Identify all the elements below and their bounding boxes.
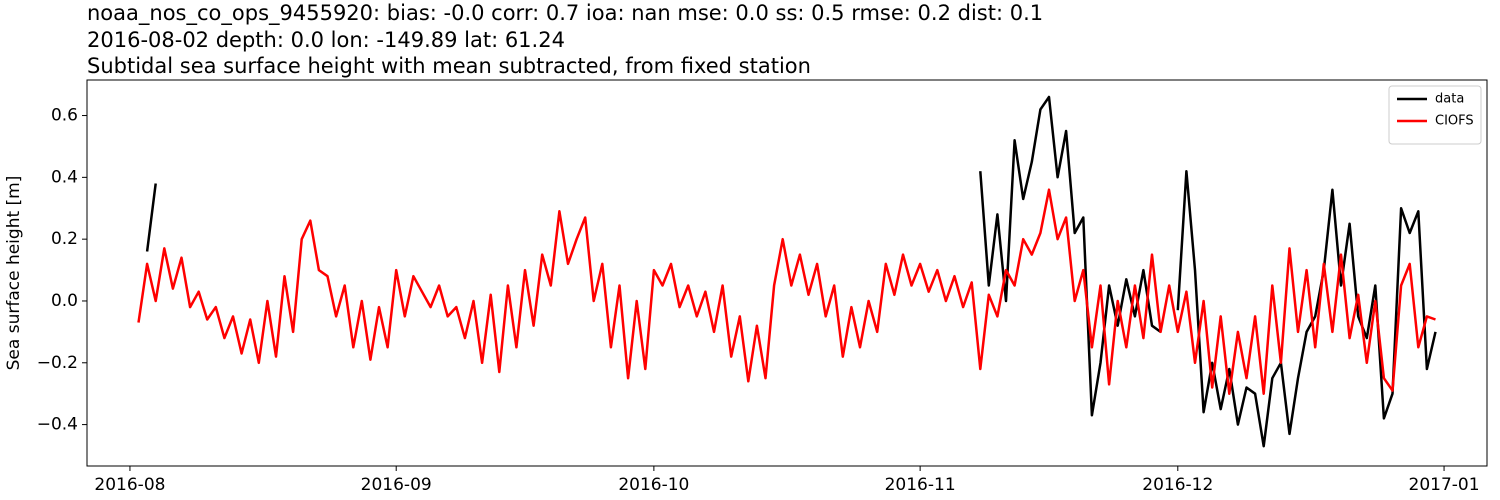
- y-tick-label: 0.6: [51, 106, 78, 126]
- x-tick-label: 2017-01: [1409, 475, 1480, 495]
- y-tick-label: 0.0: [51, 291, 78, 311]
- legend-box: [1388, 85, 1482, 145]
- chart-subtitle: Subtidal sea surface height with mean su…: [87, 54, 811, 78]
- x-tick-label: 2016-12: [1142, 475, 1213, 495]
- plot-frame: [86, 79, 1488, 467]
- x-tick-label: 2016-09: [361, 475, 432, 495]
- y-tick-label: −0.2: [37, 353, 78, 373]
- x-tick-label: 2016-08: [94, 475, 165, 495]
- line-series: [145, 95, 1437, 448]
- legend-label: CIOFS: [1435, 114, 1474, 129]
- x-tick-label: 2016-10: [618, 475, 689, 495]
- legend-label: data: [1435, 92, 1464, 107]
- y-tick-label: −0.4: [37, 415, 78, 435]
- y-tick-label: 0.4: [51, 167, 78, 187]
- line-series: [137, 188, 1436, 395]
- chart-title: noaa_nos_co_ops_9455920: bias: -0.0 corr…: [87, 1, 1043, 26]
- chart-subtitle: 2016-08-02 depth: 0.0 lon: -149.89 lat: …: [87, 28, 565, 52]
- x-tick-label: 2016-11: [885, 475, 956, 495]
- y-axis-label: Sea surface height [m]: [4, 176, 24, 371]
- y-tick-label: 0.2: [51, 229, 78, 249]
